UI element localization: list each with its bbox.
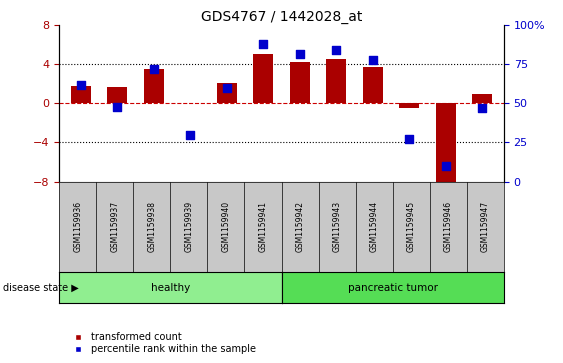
Bar [253,54,273,103]
Text: GSM1159947: GSM1159947 [481,201,490,252]
Text: disease state ▶: disease state ▶ [3,283,79,293]
Bar [326,58,346,103]
Bar [290,62,310,103]
Text: GSM1159946: GSM1159946 [444,201,453,252]
Text: GSM1159936: GSM1159936 [73,201,82,252]
Title: GDS4767 / 1442028_at: GDS4767 / 1442028_at [201,11,362,24]
Bar [71,86,91,103]
Bar [108,87,127,103]
Text: GSM1159945: GSM1159945 [406,201,415,252]
Point [332,48,341,53]
Point [149,66,158,72]
Point [441,163,450,169]
Text: GSM1159942: GSM1159942 [296,201,305,252]
Bar [217,83,237,103]
Point [368,57,377,63]
Bar [436,103,455,183]
Text: GSM1159943: GSM1159943 [333,201,342,252]
Text: GSM1159938: GSM1159938 [148,201,157,252]
Point [295,50,304,56]
Text: GSM1159939: GSM1159939 [184,201,193,252]
Text: pancreatic tumor: pancreatic tumor [348,283,437,293]
Bar [399,103,419,108]
Text: GSM1159937: GSM1159937 [110,201,119,252]
Point [113,104,122,110]
Point [405,136,414,142]
Text: GSM1159941: GSM1159941 [258,201,267,252]
Bar [472,94,492,103]
Bar [363,68,383,103]
Point [77,82,86,87]
Text: GSM1159944: GSM1159944 [370,201,379,252]
Point [186,132,195,138]
Text: GSM1159940: GSM1159940 [221,201,230,252]
Legend: transformed count, percentile rank within the sample: transformed count, percentile rank withi… [64,329,260,358]
Point [477,105,486,111]
Bar [144,69,164,103]
Point [259,41,268,47]
Text: healthy: healthy [151,283,190,293]
Point [222,85,231,91]
